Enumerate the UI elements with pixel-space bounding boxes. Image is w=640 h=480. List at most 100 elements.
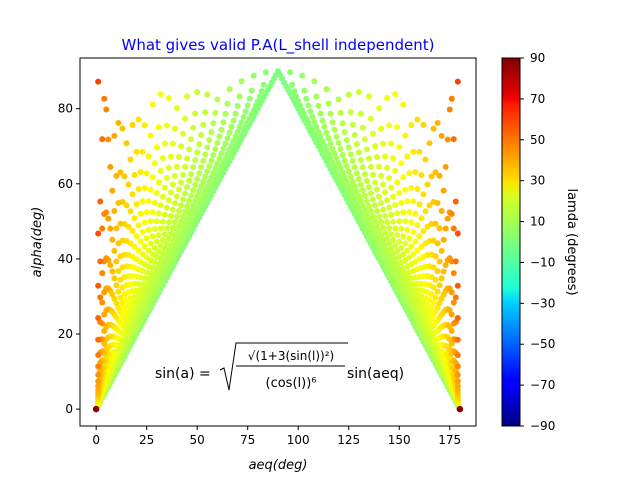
data-point	[359, 164, 366, 171]
data-point	[141, 122, 148, 129]
data-point	[394, 248, 401, 255]
data-point	[145, 198, 152, 205]
data-point	[178, 143, 185, 150]
data-point	[388, 211, 395, 218]
formula-denominator: (cos(l))⁶	[266, 376, 317, 391]
data-point	[198, 164, 205, 171]
data-point	[119, 284, 126, 291]
data-point	[109, 236, 116, 243]
data-point	[307, 108, 314, 115]
data-point	[380, 206, 387, 213]
data-point	[454, 230, 461, 237]
data-point	[169, 140, 176, 147]
data-point	[188, 207, 195, 214]
data-point	[107, 163, 114, 170]
data-point	[371, 218, 378, 225]
data-point	[117, 169, 124, 176]
data-point	[238, 119, 245, 126]
data-point	[151, 160, 158, 167]
x-tick-label: 75	[240, 433, 255, 447]
data-point	[157, 167, 164, 174]
data-point	[95, 314, 102, 321]
data-point	[115, 268, 122, 275]
data-point	[180, 171, 187, 178]
data-point	[171, 233, 178, 240]
data-point	[331, 150, 338, 157]
data-point	[214, 160, 221, 167]
data-point	[214, 140, 221, 147]
data-point	[176, 186, 182, 193]
data-point	[171, 219, 178, 226]
data-point	[412, 168, 419, 175]
data-point	[392, 242, 399, 249]
colorbar-tick-label: −90	[530, 419, 555, 433]
data-point	[178, 218, 185, 225]
data-point	[99, 270, 106, 277]
data-point	[317, 110, 324, 117]
data-point	[105, 136, 112, 143]
data-point	[95, 336, 102, 343]
data-point	[353, 141, 360, 148]
data-point	[200, 178, 207, 185]
data-point	[208, 157, 215, 164]
data-point	[386, 122, 393, 129]
data-point	[430, 264, 437, 271]
data-point	[165, 94, 172, 101]
data-point	[311, 119, 318, 126]
data-point	[218, 150, 225, 157]
data-point	[398, 244, 405, 251]
data-point	[376, 163, 383, 170]
data-point	[331, 126, 338, 133]
data-point	[406, 170, 413, 177]
data-point	[363, 212, 370, 218]
data-point	[448, 289, 455, 296]
data-point	[414, 116, 421, 123]
data-point	[396, 189, 403, 196]
data-point	[113, 282, 120, 289]
data-point	[119, 125, 126, 132]
data-point	[121, 304, 128, 311]
data-point	[408, 243, 415, 250]
data-point	[374, 153, 380, 160]
data-point	[246, 95, 253, 102]
data-point	[143, 209, 150, 216]
data-point	[113, 258, 120, 265]
data-point	[432, 220, 439, 227]
data-point	[224, 100, 231, 107]
data-point	[230, 138, 237, 145]
y-tick-label: 60	[58, 177, 73, 191]
data-point	[173, 228, 180, 235]
data-point	[287, 69, 294, 76]
data-point	[137, 210, 144, 217]
chart-title: What gives valid P.A(L_shell independent…	[121, 36, 434, 55]
data-point	[388, 231, 395, 238]
data-point	[121, 173, 128, 180]
data-point	[95, 363, 102, 370]
data-point	[378, 233, 385, 240]
data-point	[139, 251, 146, 258]
data-point	[450, 225, 457, 232]
data-point	[388, 140, 395, 147]
data-point	[359, 202, 366, 209]
data-point	[363, 197, 370, 204]
data-point	[111, 132, 118, 139]
data-point	[452, 198, 459, 205]
data-point	[190, 202, 197, 209]
data-point	[363, 146, 370, 153]
data-point	[398, 160, 405, 167]
data-point	[309, 113, 316, 120]
data-point	[171, 200, 178, 207]
data-point	[186, 146, 193, 153]
data-point	[135, 116, 142, 123]
data-point	[198, 183, 205, 190]
data-point	[353, 170, 360, 177]
data-point	[371, 143, 378, 150]
data-point	[151, 225, 158, 232]
data-point	[139, 198, 146, 205]
data-point	[446, 106, 453, 113]
data-point	[248, 87, 255, 94]
data-point	[374, 207, 380, 214]
data-point	[200, 157, 207, 164]
data-point	[109, 268, 116, 275]
colorbar-tick-label: −30	[530, 296, 555, 310]
